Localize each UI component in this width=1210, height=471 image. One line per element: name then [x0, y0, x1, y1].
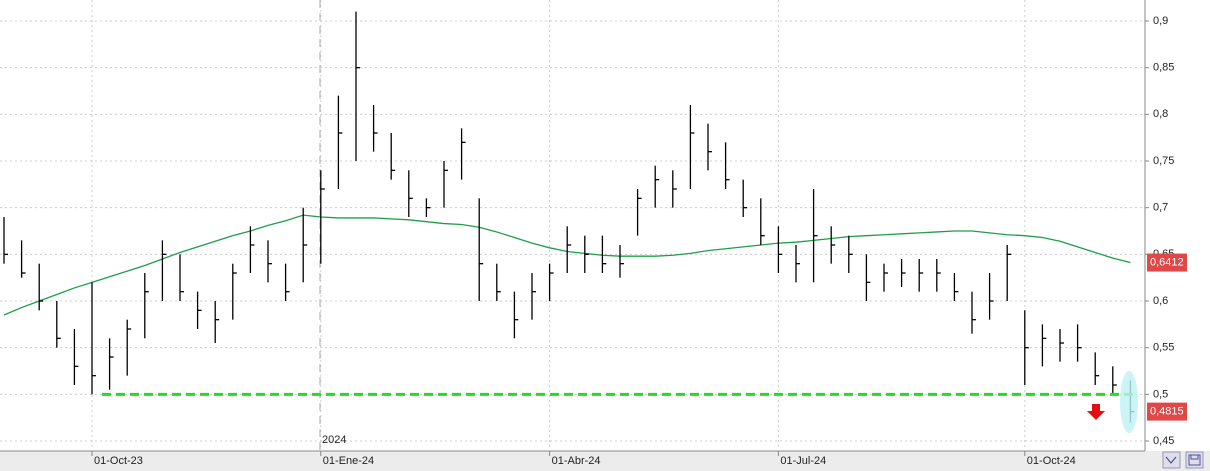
x-tick-label: 01-Abr-24 [552, 455, 601, 467]
x-tick-label: 01-Oct-23 [94, 455, 143, 467]
x-tick-label: 01-Jul-24 [780, 455, 826, 467]
y-tick-label: 0,55 [1153, 342, 1174, 354]
x-tick-label: 01-Ene-24 [323, 455, 374, 467]
down-arrow [1087, 404, 1105, 420]
y-tick-label: 0,45 [1153, 435, 1174, 447]
y-axis-panel [1145, 0, 1210, 451]
price-label-box [1147, 402, 1187, 421]
save-button[interactable] [1185, 451, 1204, 469]
y-tick-label: 0,6 [1153, 295, 1168, 307]
price-label: 0,4815 [1150, 406, 1184, 418]
price-label: 0,6412 [1150, 256, 1184, 268]
collapse-icon [1165, 456, 1177, 464]
y-tick-label: 0,75 [1153, 155, 1174, 167]
collapse-button[interactable] [1162, 451, 1181, 469]
y-tick-label: 0,5 [1153, 388, 1168, 400]
x-tick-label: 01-Oct-24 [1027, 455, 1076, 467]
save-icon [1188, 454, 1201, 466]
x-axis-band [0, 451, 1210, 471]
annotation: 2024 [322, 434, 346, 446]
y-tick-label: 0,85 [1153, 62, 1174, 74]
highlight [1120, 371, 1138, 433]
y-tick-label: 0,9 [1153, 15, 1168, 27]
plot: 0,450,50,550,60,650,70,750,80,850,901-Oc… [0, 0, 1174, 467]
y-tick-label: 0,7 [1153, 202, 1168, 214]
price-label-box [1147, 253, 1187, 272]
y-tick-label: 0,8 [1153, 108, 1168, 120]
